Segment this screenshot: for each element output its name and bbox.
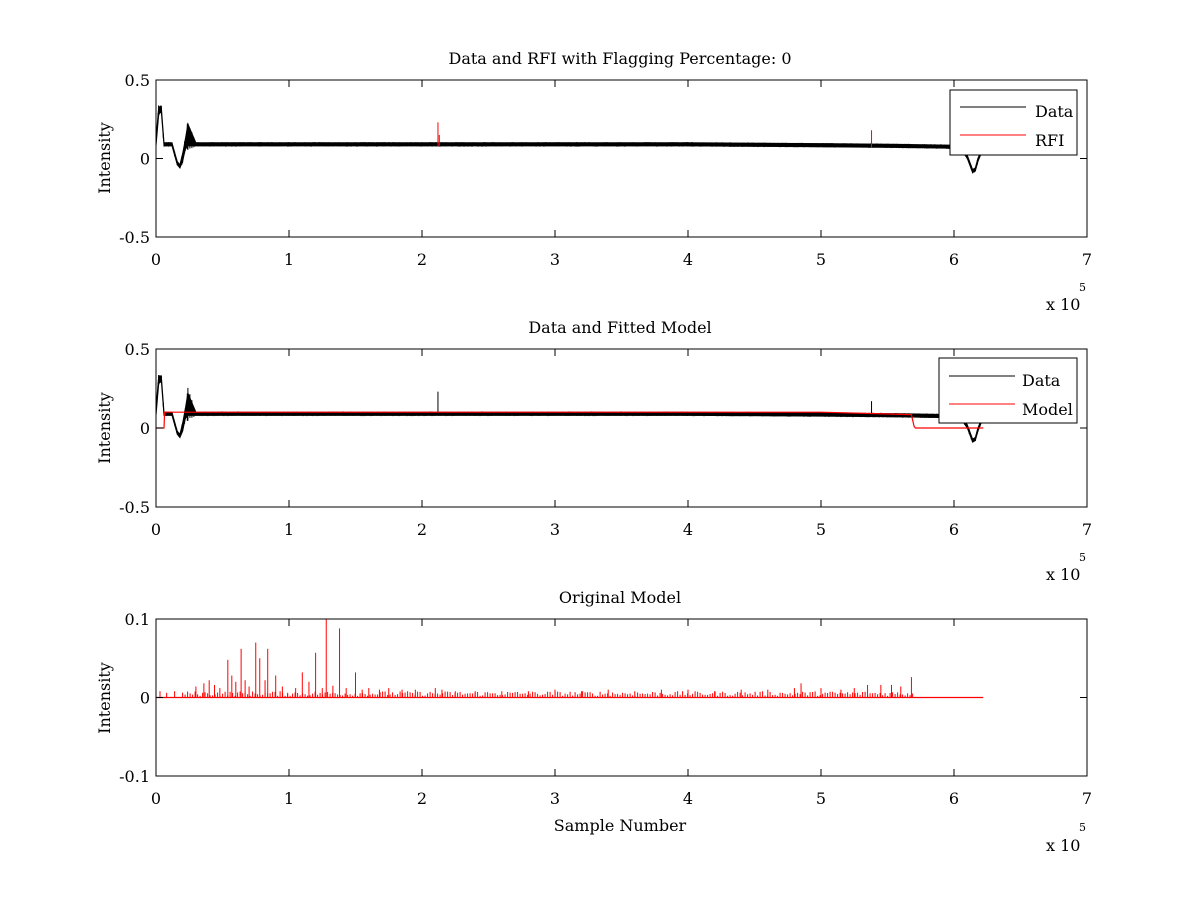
series-data-noise <box>155 375 983 443</box>
y-axis-label: Intensity <box>95 122 114 194</box>
legend-entry-rfi: RFI <box>1035 131 1064 150</box>
x-exponent-power: 5 <box>1079 821 1086 834</box>
x-tick-label: 1 <box>284 250 294 269</box>
x-exponent-power: 5 <box>1079 281 1086 294</box>
x-exponent-base: x 10 <box>1046 565 1080 584</box>
x-tick-label: 0 <box>151 520 161 539</box>
x-exponent: x 10 <box>1046 836 1080 855</box>
x-tick-label: 5 <box>816 520 826 539</box>
legend: Data RFI <box>949 89 1078 156</box>
series-model-line <box>156 411 984 429</box>
y-axis-label: Intensity <box>95 662 114 734</box>
x-tick-label: 5 <box>816 789 826 808</box>
y-tick-label: 0.1 <box>125 610 150 629</box>
x-axis: 0 1 2 3 4 5 6 7 <box>151 619 1092 808</box>
legend-entry-data: Data <box>1035 102 1074 121</box>
plot-area <box>156 619 984 699</box>
x-tick-label: 7 <box>1082 250 1092 269</box>
panel-data-and-fitted-model: Data and Fitted Model Intensity 0 1 2 3 4 5 6 7… <box>95 318 1092 584</box>
y-tick-label: -0.5 <box>119 228 150 247</box>
x-tick-label: 3 <box>550 250 560 269</box>
x-exponent: x 10 <box>1046 295 1080 314</box>
x-tick-label: 5 <box>816 250 826 269</box>
legend: Data Model <box>938 357 1078 424</box>
legend-entry-model: Model <box>1022 400 1073 419</box>
y-tick-label: 0 <box>140 419 150 438</box>
plot-frame <box>155 79 1088 238</box>
panel-data-and-rfi: Data and RFI with Flagging Percentage: 0… <box>95 49 1092 314</box>
chart-title: Original Model <box>559 588 681 607</box>
y-axis: -0.1 0 0.1 <box>119 610 1087 786</box>
x-exponent-base: x 10 <box>1046 836 1080 855</box>
x-tick-label: 1 <box>284 520 294 539</box>
x-exponent: x 10 <box>1046 565 1080 584</box>
plot-area <box>155 375 984 443</box>
x-tick-label: 4 <box>683 250 693 269</box>
y-axis-label: Intensity <box>95 392 114 464</box>
x-exponent-base: x 10 <box>1046 295 1080 314</box>
y-tick-label: 0.5 <box>125 71 150 90</box>
x-tick-label: 0 <box>151 250 161 269</box>
y-tick-label: 0 <box>140 689 150 708</box>
x-tick-label: 6 <box>949 789 959 808</box>
x-tick-label: 3 <box>550 520 560 539</box>
x-axis: 0 1 2 3 4 5 6 7 <box>151 80 1092 269</box>
x-tick-label: 6 <box>949 250 959 269</box>
plot-area <box>155 105 984 174</box>
legend-entry-data: Data <box>1022 371 1061 390</box>
x-tick-label: 1 <box>284 789 294 808</box>
y-tick-label: -0.1 <box>119 767 150 786</box>
x-tick-label: 2 <box>417 789 427 808</box>
x-tick-label: 3 <box>550 789 560 808</box>
x-tick-label: 7 <box>1082 789 1092 808</box>
chart-title: Data and Fitted Model <box>528 318 711 337</box>
series-data-band <box>155 106 984 174</box>
x-exponent-power: 5 <box>1079 551 1086 564</box>
y-tick-label: -0.5 <box>119 498 150 517</box>
series-data-band <box>155 375 984 443</box>
series-data-noise <box>155 105 983 174</box>
x-tick-label: 7 <box>1082 520 1092 539</box>
x-tick-label: 2 <box>417 520 427 539</box>
x-tick-label: 6 <box>949 520 959 539</box>
legend-box <box>949 89 1078 156</box>
y-axis: -0.5 0 0.5 <box>119 71 1087 247</box>
legend-box <box>938 357 1078 424</box>
x-tick-label: 0 <box>151 789 161 808</box>
x-axis-label: Sample Number <box>554 816 687 835</box>
y-axis: -0.5 0 0.5 <box>119 340 1087 517</box>
y-tick-label: 0 <box>140 150 150 169</box>
chart-title: Data and RFI with Flagging Percentage: 0 <box>448 49 791 68</box>
x-tick-label: 4 <box>683 520 693 539</box>
x-tick-label: 4 <box>683 789 693 808</box>
series-model-texture <box>182 691 914 698</box>
x-axis: 0 1 2 3 4 5 6 7 <box>151 349 1092 539</box>
y-tick-label: 0.5 <box>125 340 150 359</box>
x-tick-label: 2 <box>417 250 427 269</box>
